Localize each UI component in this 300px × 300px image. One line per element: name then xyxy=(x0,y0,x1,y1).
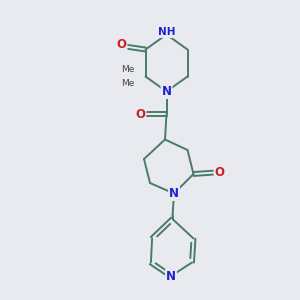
Text: NH: NH xyxy=(158,27,175,37)
Text: O: O xyxy=(116,38,127,52)
Text: Me: Me xyxy=(122,65,135,74)
Text: O: O xyxy=(214,166,225,179)
Text: O: O xyxy=(135,107,146,121)
Text: Me: Me xyxy=(122,79,135,88)
Text: N: N xyxy=(166,269,176,283)
Text: N: N xyxy=(169,187,179,200)
Text: N: N xyxy=(161,85,172,98)
